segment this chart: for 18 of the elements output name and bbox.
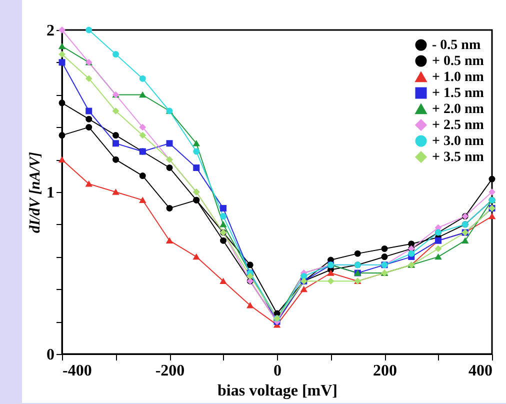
legend-label: + 2.5 nm — [432, 118, 484, 133]
x-tick-label: 200 — [373, 362, 397, 380]
legend-label: + 1.5 nm — [432, 86, 484, 101]
x-axis-title: bias voltage [mV] — [218, 382, 338, 400]
x-tick-label: 0 — [274, 362, 282, 380]
y-tick-label: 1 — [46, 184, 54, 202]
x-tick-label: -200 — [155, 362, 185, 380]
y-axis-title: dI/dV [nA/V] — [28, 152, 44, 233]
legend-label: + 0.5 nm — [432, 54, 484, 69]
y-tick-label: 0 — [46, 346, 54, 364]
legend-label: + 3.5 nm — [432, 150, 484, 165]
legend-label: + 2.0 nm — [432, 102, 484, 117]
y-tick-label: 2 — [46, 22, 54, 40]
legend-label: + 1.0 nm — [432, 70, 484, 85]
x-tick-label: -400 — [62, 362, 92, 380]
legend-label: - 0.5 nm — [432, 38, 481, 53]
x-tick-label: 400 — [468, 362, 492, 380]
legend-label: + 3.0 nm — [432, 134, 484, 149]
